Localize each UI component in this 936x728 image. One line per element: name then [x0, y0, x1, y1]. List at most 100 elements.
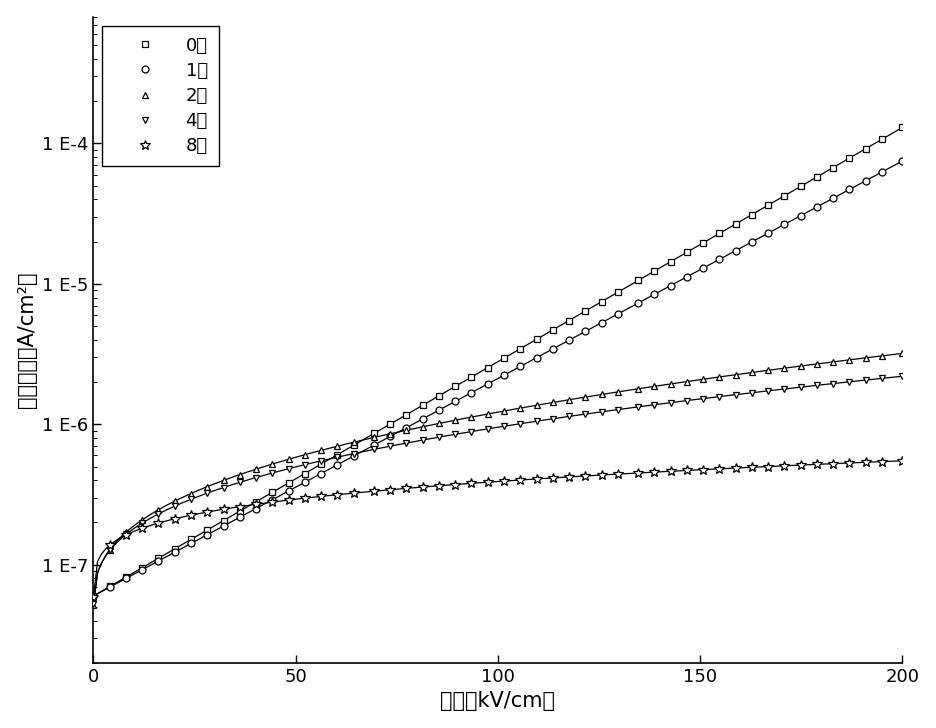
4次: [498, 422, 509, 431]
2次: [201, 482, 212, 491]
8次: [795, 461, 806, 470]
1次: [401, 423, 412, 432]
0次: [681, 248, 693, 256]
1次: [844, 185, 856, 194]
4次: [897, 372, 908, 381]
8次: [563, 472, 575, 481]
4次: [827, 379, 839, 388]
1次: [449, 397, 461, 405]
4次: [401, 439, 412, 448]
1次: [563, 336, 575, 344]
2次: [185, 489, 197, 498]
Line: 1次: 1次: [90, 157, 906, 599]
8次: [300, 494, 311, 502]
1次: [714, 255, 725, 264]
1次: [169, 548, 181, 557]
1次: [827, 194, 839, 202]
0次: [897, 123, 908, 132]
8次: [315, 492, 327, 501]
8次: [348, 488, 359, 497]
8次: [449, 480, 461, 489]
Line: 8次: 8次: [89, 456, 907, 602]
1次: [876, 167, 887, 176]
4次: [283, 464, 294, 473]
8次: [104, 541, 115, 550]
8次: [368, 487, 379, 496]
2次: [218, 476, 229, 485]
8次: [137, 524, 148, 533]
4次: [714, 392, 725, 401]
2次: [763, 366, 774, 375]
1次: [153, 557, 164, 566]
0次: [876, 135, 887, 143]
Line: 2次: 2次: [90, 350, 906, 608]
1次: [763, 229, 774, 237]
2次: [401, 426, 412, 435]
2次: [417, 422, 429, 431]
0次: [844, 154, 856, 162]
8次: [548, 473, 559, 482]
0次: [795, 182, 806, 191]
1次: [267, 495, 278, 504]
8次: [730, 464, 741, 472]
0次: [251, 497, 262, 506]
1次: [201, 531, 212, 539]
4次: [681, 396, 693, 405]
0次: [153, 554, 164, 563]
0次: [433, 392, 445, 400]
0次: [300, 469, 311, 478]
4次: [649, 400, 660, 409]
8次: [201, 507, 212, 516]
2次: [315, 446, 327, 455]
4次: [746, 388, 757, 397]
2次: [860, 354, 871, 363]
1次: [251, 504, 262, 513]
0次: [267, 488, 278, 496]
2次: [649, 382, 660, 391]
2次: [746, 368, 757, 377]
0次: [612, 288, 623, 296]
1次: [697, 264, 709, 272]
0次: [401, 411, 412, 419]
2次: [348, 438, 359, 446]
1次: [482, 379, 493, 388]
1次: [795, 211, 806, 220]
1次: [348, 451, 359, 460]
4次: [251, 473, 262, 482]
1次: [531, 353, 542, 362]
0次: [482, 363, 493, 372]
4次: [812, 381, 823, 389]
4次: [548, 414, 559, 423]
0次: [331, 451, 343, 459]
4次: [417, 435, 429, 444]
1次: [417, 414, 429, 423]
0次: [860, 144, 871, 153]
4次: [433, 432, 445, 441]
8次: [860, 458, 871, 467]
1次: [579, 327, 591, 336]
1次: [812, 202, 823, 211]
1次: [185, 539, 197, 548]
0次: [531, 335, 542, 344]
4次: [185, 495, 197, 504]
1次: [746, 237, 757, 246]
1次: [283, 486, 294, 495]
2次: [876, 352, 887, 360]
0次: [368, 429, 379, 438]
1次: [498, 371, 509, 379]
8次: [746, 463, 757, 472]
4次: [531, 417, 542, 426]
0次: [185, 535, 197, 544]
4次: [153, 510, 164, 518]
8次: [531, 475, 542, 483]
8次: [283, 496, 294, 505]
8次: [482, 478, 493, 486]
2次: [385, 430, 396, 438]
8次: [649, 468, 660, 477]
4次: [482, 424, 493, 433]
4次: [763, 387, 774, 395]
8次: [433, 481, 445, 490]
1次: [218, 522, 229, 531]
8次: [466, 479, 477, 488]
2次: [633, 384, 644, 393]
